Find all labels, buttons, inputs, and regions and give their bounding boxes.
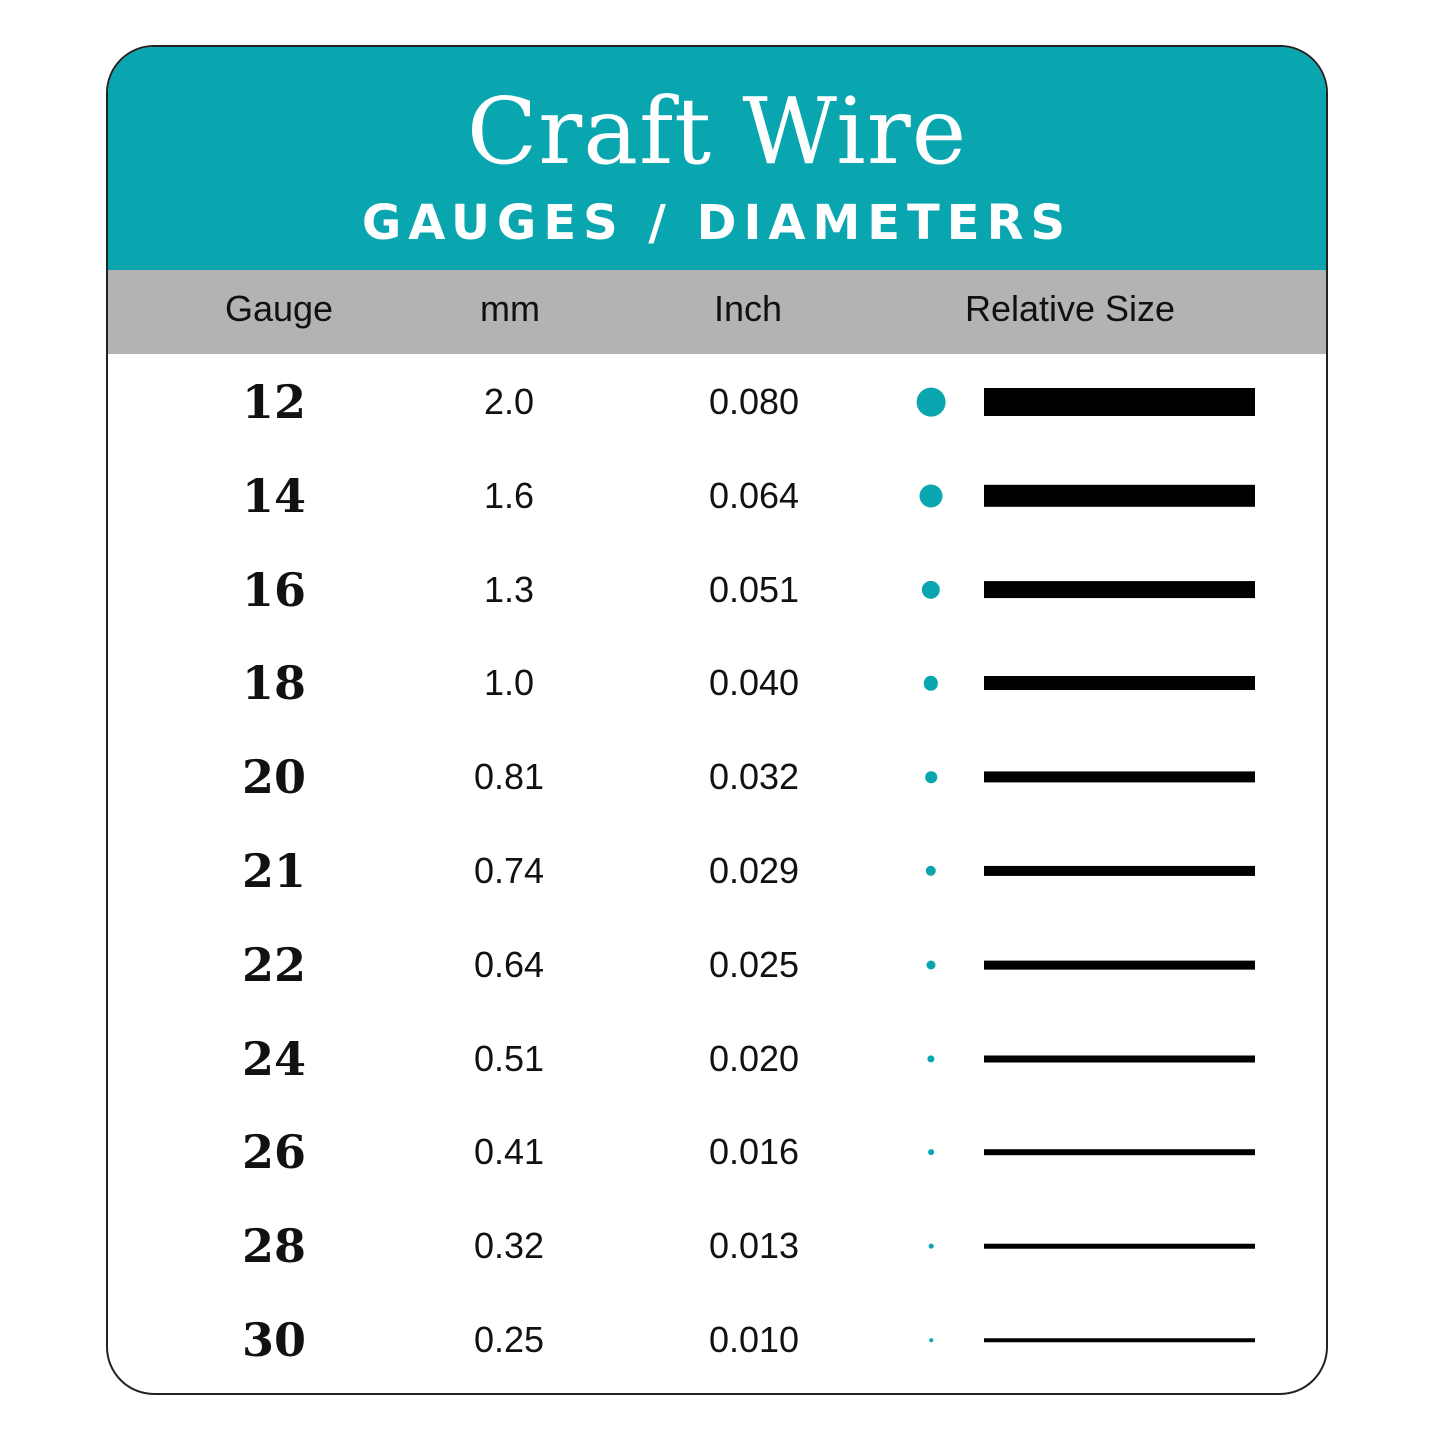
table-row: 21 0.74 0.029 <box>108 824 1326 918</box>
gauge-value: 26 <box>241 1125 307 1180</box>
mm-value: 0.51 <box>473 1037 545 1079</box>
wire-cross-section-dot <box>919 484 943 508</box>
title: Craft Wire <box>466 78 968 185</box>
title-banner: Craft Wire GAUGES / DIAMETERS <box>108 47 1326 270</box>
wire-cross-section-dot <box>921 580 941 599</box>
gauge-value: 12 <box>241 375 307 429</box>
wire-thickness-bar <box>984 676 1255 691</box>
table-row: 18 1.0 0.040 <box>108 636 1326 730</box>
mm-value: 0.74 <box>473 850 545 891</box>
inch-value: 0.064 <box>708 474 800 516</box>
wire-thickness-bar <box>984 580 1255 599</box>
wire-thickness-bar <box>984 1338 1255 1342</box>
table-row: 16 1.3 0.051 <box>108 543 1326 637</box>
wire-thickness-bar <box>984 388 1255 416</box>
table-row: 14 1.6 0.064 <box>108 449 1326 543</box>
table-row: 24 0.51 0.020 <box>108 1012 1326 1106</box>
wire-cross-section-dot <box>929 1338 933 1342</box>
wire-cross-section-dot <box>927 1055 935 1063</box>
subtitle: GAUGES / DIAMETERS <box>361 195 1073 251</box>
mm-value: 0.25 <box>473 1319 545 1360</box>
mm-value: 0.64 <box>473 943 545 985</box>
table-row: 26 0.41 0.016 <box>108 1105 1326 1199</box>
inch-value: 0.016 <box>708 1131 800 1173</box>
wire-thickness-bar <box>984 865 1255 877</box>
mm-value: 1.6 <box>483 474 535 516</box>
gauge-chart-card: Craft Wire GAUGES / DIAMETERS Gauge mm I… <box>106 45 1328 1395</box>
gauge-value: 16 <box>241 562 307 617</box>
gauge-value: 14 <box>241 468 307 523</box>
wire-cross-section-dot <box>928 1149 934 1156</box>
inch-value: 0.013 <box>708 1225 800 1267</box>
column-header-relative-size: Relative Size <box>964 288 1176 329</box>
wire-thickness-bar <box>984 484 1255 507</box>
gauge-value: 30 <box>241 1313 307 1367</box>
gauge-value: 24 <box>241 1031 307 1086</box>
wire-cross-section-dot <box>925 771 937 783</box>
inch-value: 0.040 <box>708 662 800 704</box>
table-row: 22 0.64 0.025 <box>108 918 1326 1012</box>
inch-value: 0.010 <box>708 1319 800 1360</box>
table-row: 12 2.0 0.080 <box>108 355 1326 449</box>
mm-value: 1.3 <box>483 568 535 610</box>
mm-value: 0.32 <box>473 1225 545 1267</box>
column-header-inch: Inch <box>713 288 783 329</box>
gauge-value: 28 <box>241 1219 307 1274</box>
mm-value: 1.0 <box>483 662 535 704</box>
wire-cross-section-dot <box>928 1243 934 1249</box>
inch-value: 0.020 <box>708 1037 800 1079</box>
mm-value: 2.0 <box>483 381 535 422</box>
wire-cross-section-dot <box>916 387 946 417</box>
gauge-value: 22 <box>241 937 307 992</box>
wire-thickness-bar <box>984 1243 1255 1249</box>
gauge-value: 21 <box>241 844 307 898</box>
mm-value: 0.41 <box>473 1131 545 1173</box>
inch-value: 0.032 <box>708 756 800 798</box>
wire-thickness-bar <box>984 960 1255 970</box>
wire-thickness-bar <box>984 1149 1255 1156</box>
gauge-value: 18 <box>241 656 307 711</box>
inch-value: 0.029 <box>708 850 800 891</box>
column-header-row: Gauge mm Inch Relative Size <box>108 270 1326 354</box>
inch-value: 0.051 <box>708 568 800 610</box>
wire-cross-section-dot <box>926 960 936 970</box>
column-header-gauge: Gauge <box>224 288 334 329</box>
wire-cross-section-dot <box>923 676 939 691</box>
wire-cross-section-dot <box>925 865 937 877</box>
gauge-value: 20 <box>241 750 307 805</box>
table-row: 28 0.32 0.013 <box>108 1199 1326 1293</box>
inch-value: 0.025 <box>708 943 800 985</box>
wire-thickness-bar <box>984 771 1255 783</box>
wire-thickness-bar <box>984 1055 1255 1063</box>
mm-value: 0.81 <box>473 756 545 798</box>
inch-value: 0.080 <box>708 381 800 422</box>
column-header-mm: mm <box>480 288 540 329</box>
table-row: 20 0.81 0.032 <box>108 730 1326 824</box>
table-row: 30 0.25 0.010 <box>108 1293 1326 1387</box>
